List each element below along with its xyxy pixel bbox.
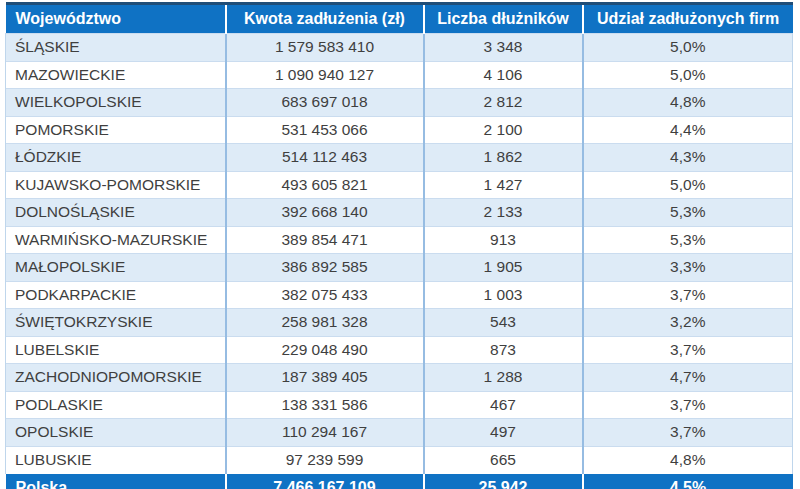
- cell-debtors: 467: [424, 391, 583, 419]
- cell-share: 3,7%: [583, 391, 793, 419]
- table-row: KUJAWSKO-POMORSKIE493 605 8211 4275,0%: [6, 171, 793, 199]
- table-row: ŁÓDZKIE514 112 4631 8624,3%: [6, 144, 793, 172]
- cell-region: MAZOWIECKIE: [6, 61, 226, 89]
- cell-amount: 229 048 490: [226, 336, 424, 364]
- cell-share: 3,2%: [583, 309, 793, 337]
- cell-amount: 382 075 433: [226, 281, 424, 309]
- table-row: ŚLĄSKIE1 579 583 4103 3485,0%: [6, 34, 793, 62]
- cell-region: PODLASKIE: [6, 391, 226, 419]
- header-row: Województwo Kwota zadłużenia (zł) Liczba…: [6, 4, 793, 34]
- cell-share: 3,7%: [583, 419, 793, 447]
- cell-region: ZACHODNIOPOMORSKIE: [6, 364, 226, 392]
- cell-amount: 110 294 167: [226, 419, 424, 447]
- table-row: LUBELSKIE229 048 4908733,7%: [6, 336, 793, 364]
- cell-region: ŁÓDZKIE: [6, 144, 226, 172]
- total-amount-cell: 7 466 167 109: [226, 474, 424, 489]
- total-row: Polska 7 466 167 109 25 942 4,5%: [6, 474, 793, 489]
- cell-amount: 531 453 066: [226, 116, 424, 144]
- cell-region: LUBELSKIE: [6, 336, 226, 364]
- column-header-share: Udział zadłużonych firm: [583, 4, 793, 34]
- cell-amount: 138 331 586: [226, 391, 424, 419]
- cell-region: KUJAWSKO-POMORSKIE: [6, 171, 226, 199]
- table-row: WARMIŃSKO-MAZURSKIE389 854 4719135,3%: [6, 226, 793, 254]
- cell-debtors: 497: [424, 419, 583, 447]
- cell-debtors: 4 106: [424, 61, 583, 89]
- cell-share: 5,0%: [583, 61, 793, 89]
- cell-share: 3,7%: [583, 336, 793, 364]
- cell-region: ŚWIĘTOKRZYSKIE: [6, 309, 226, 337]
- cell-share: 4,7%: [583, 364, 793, 392]
- cell-debtors: 543: [424, 309, 583, 337]
- cell-debtors: 873: [424, 336, 583, 364]
- table-row: POMORSKIE531 453 0662 1004,4%: [6, 116, 793, 144]
- table-row: OPOLSKIE110 294 1674973,7%: [6, 419, 793, 447]
- cell-debtors: 1 427: [424, 171, 583, 199]
- cell-debtors: 2 133: [424, 199, 583, 227]
- table-row: ZACHODNIOPOMORSKIE187 389 4051 2884,7%: [6, 364, 793, 392]
- cell-debtors: 1 003: [424, 281, 583, 309]
- cell-debtors: 2 812: [424, 89, 583, 117]
- cell-amount: 389 854 471: [226, 226, 424, 254]
- cell-share: 4,8%: [583, 446, 793, 474]
- cell-region: MAŁOPOLSKIE: [6, 254, 226, 282]
- cell-debtors: 913: [424, 226, 583, 254]
- cell-share: 5,3%: [583, 226, 793, 254]
- debt-by-voivodeship-table: Województwo Kwota zadłużenia (zł) Liczba…: [5, 2, 793, 489]
- table-row: LUBUSKIE97 239 5996654,8%: [6, 446, 793, 474]
- cell-amount: 1 579 583 410: [226, 34, 424, 62]
- cell-share: 5,0%: [583, 171, 793, 199]
- total-label-cell: Polska: [6, 474, 226, 489]
- cell-amount: 258 981 328: [226, 309, 424, 337]
- table-row: MAZOWIECKIE1 090 940 1274 1065,0%: [6, 61, 793, 89]
- cell-debtors: 665: [424, 446, 583, 474]
- cell-amount: 683 697 018: [226, 89, 424, 117]
- column-header-debtors: Liczba dłużników: [424, 4, 583, 34]
- total-share-cell: 4,5%: [583, 474, 793, 489]
- cell-share: 5,3%: [583, 199, 793, 227]
- table-row: ŚWIĘTOKRZYSKIE258 981 3285433,2%: [6, 309, 793, 337]
- cell-share: 3,7%: [583, 281, 793, 309]
- cell-region: POMORSKIE: [6, 116, 226, 144]
- cell-region: ŚLĄSKIE: [6, 34, 226, 62]
- cell-amount: 514 112 463: [226, 144, 424, 172]
- cell-debtors: 1 862: [424, 144, 583, 172]
- table-row: WIELKOPOLSKIE683 697 0182 8124,8%: [6, 89, 793, 117]
- table-row: PODKARPACKIE382 075 4331 0033,7%: [6, 281, 793, 309]
- total-debtors-cell: 25 942: [424, 474, 583, 489]
- cell-region: OPOLSKIE: [6, 419, 226, 447]
- cell-debtors: 1 288: [424, 364, 583, 392]
- cell-region: PODKARPACKIE: [6, 281, 226, 309]
- cell-region: LUBUSKIE: [6, 446, 226, 474]
- cell-debtors: 1 905: [424, 254, 583, 282]
- cell-amount: 386 892 585: [226, 254, 424, 282]
- cell-amount: 187 389 405: [226, 364, 424, 392]
- table-row: DOLNOŚLĄSKIE392 668 1402 1335,3%: [6, 199, 793, 227]
- column-header-region: Województwo: [6, 4, 226, 34]
- cell-share: 4,3%: [583, 144, 793, 172]
- cell-amount: 392 668 140: [226, 199, 424, 227]
- cell-share: 5,0%: [583, 34, 793, 62]
- cell-debtors: 2 100: [424, 116, 583, 144]
- cell-amount: 493 605 821: [226, 171, 424, 199]
- cell-debtors: 3 348: [424, 34, 583, 62]
- cell-amount: 1 090 940 127: [226, 61, 424, 89]
- debt-by-voivodeship-table-page: Województwo Kwota zadłużenia (zł) Liczba…: [0, 0, 800, 489]
- cell-amount: 97 239 599: [226, 446, 424, 474]
- column-header-amount: Kwota zadłużenia (zł): [226, 4, 424, 34]
- table-row: MAŁOPOLSKIE386 892 5851 9053,3%: [6, 254, 793, 282]
- table-body: ŚLĄSKIE1 579 583 4103 3485,0%MAZOWIECKIE…: [6, 34, 793, 474]
- cell-share: 4,8%: [583, 89, 793, 117]
- cell-region: WARMIŃSKO-MAZURSKIE: [6, 226, 226, 254]
- table-row: PODLASKIE138 331 5864673,7%: [6, 391, 793, 419]
- cell-region: DOLNOŚLĄSKIE: [6, 199, 226, 227]
- cell-share: 3,3%: [583, 254, 793, 282]
- cell-region: WIELKOPOLSKIE: [6, 89, 226, 117]
- cell-share: 4,4%: [583, 116, 793, 144]
